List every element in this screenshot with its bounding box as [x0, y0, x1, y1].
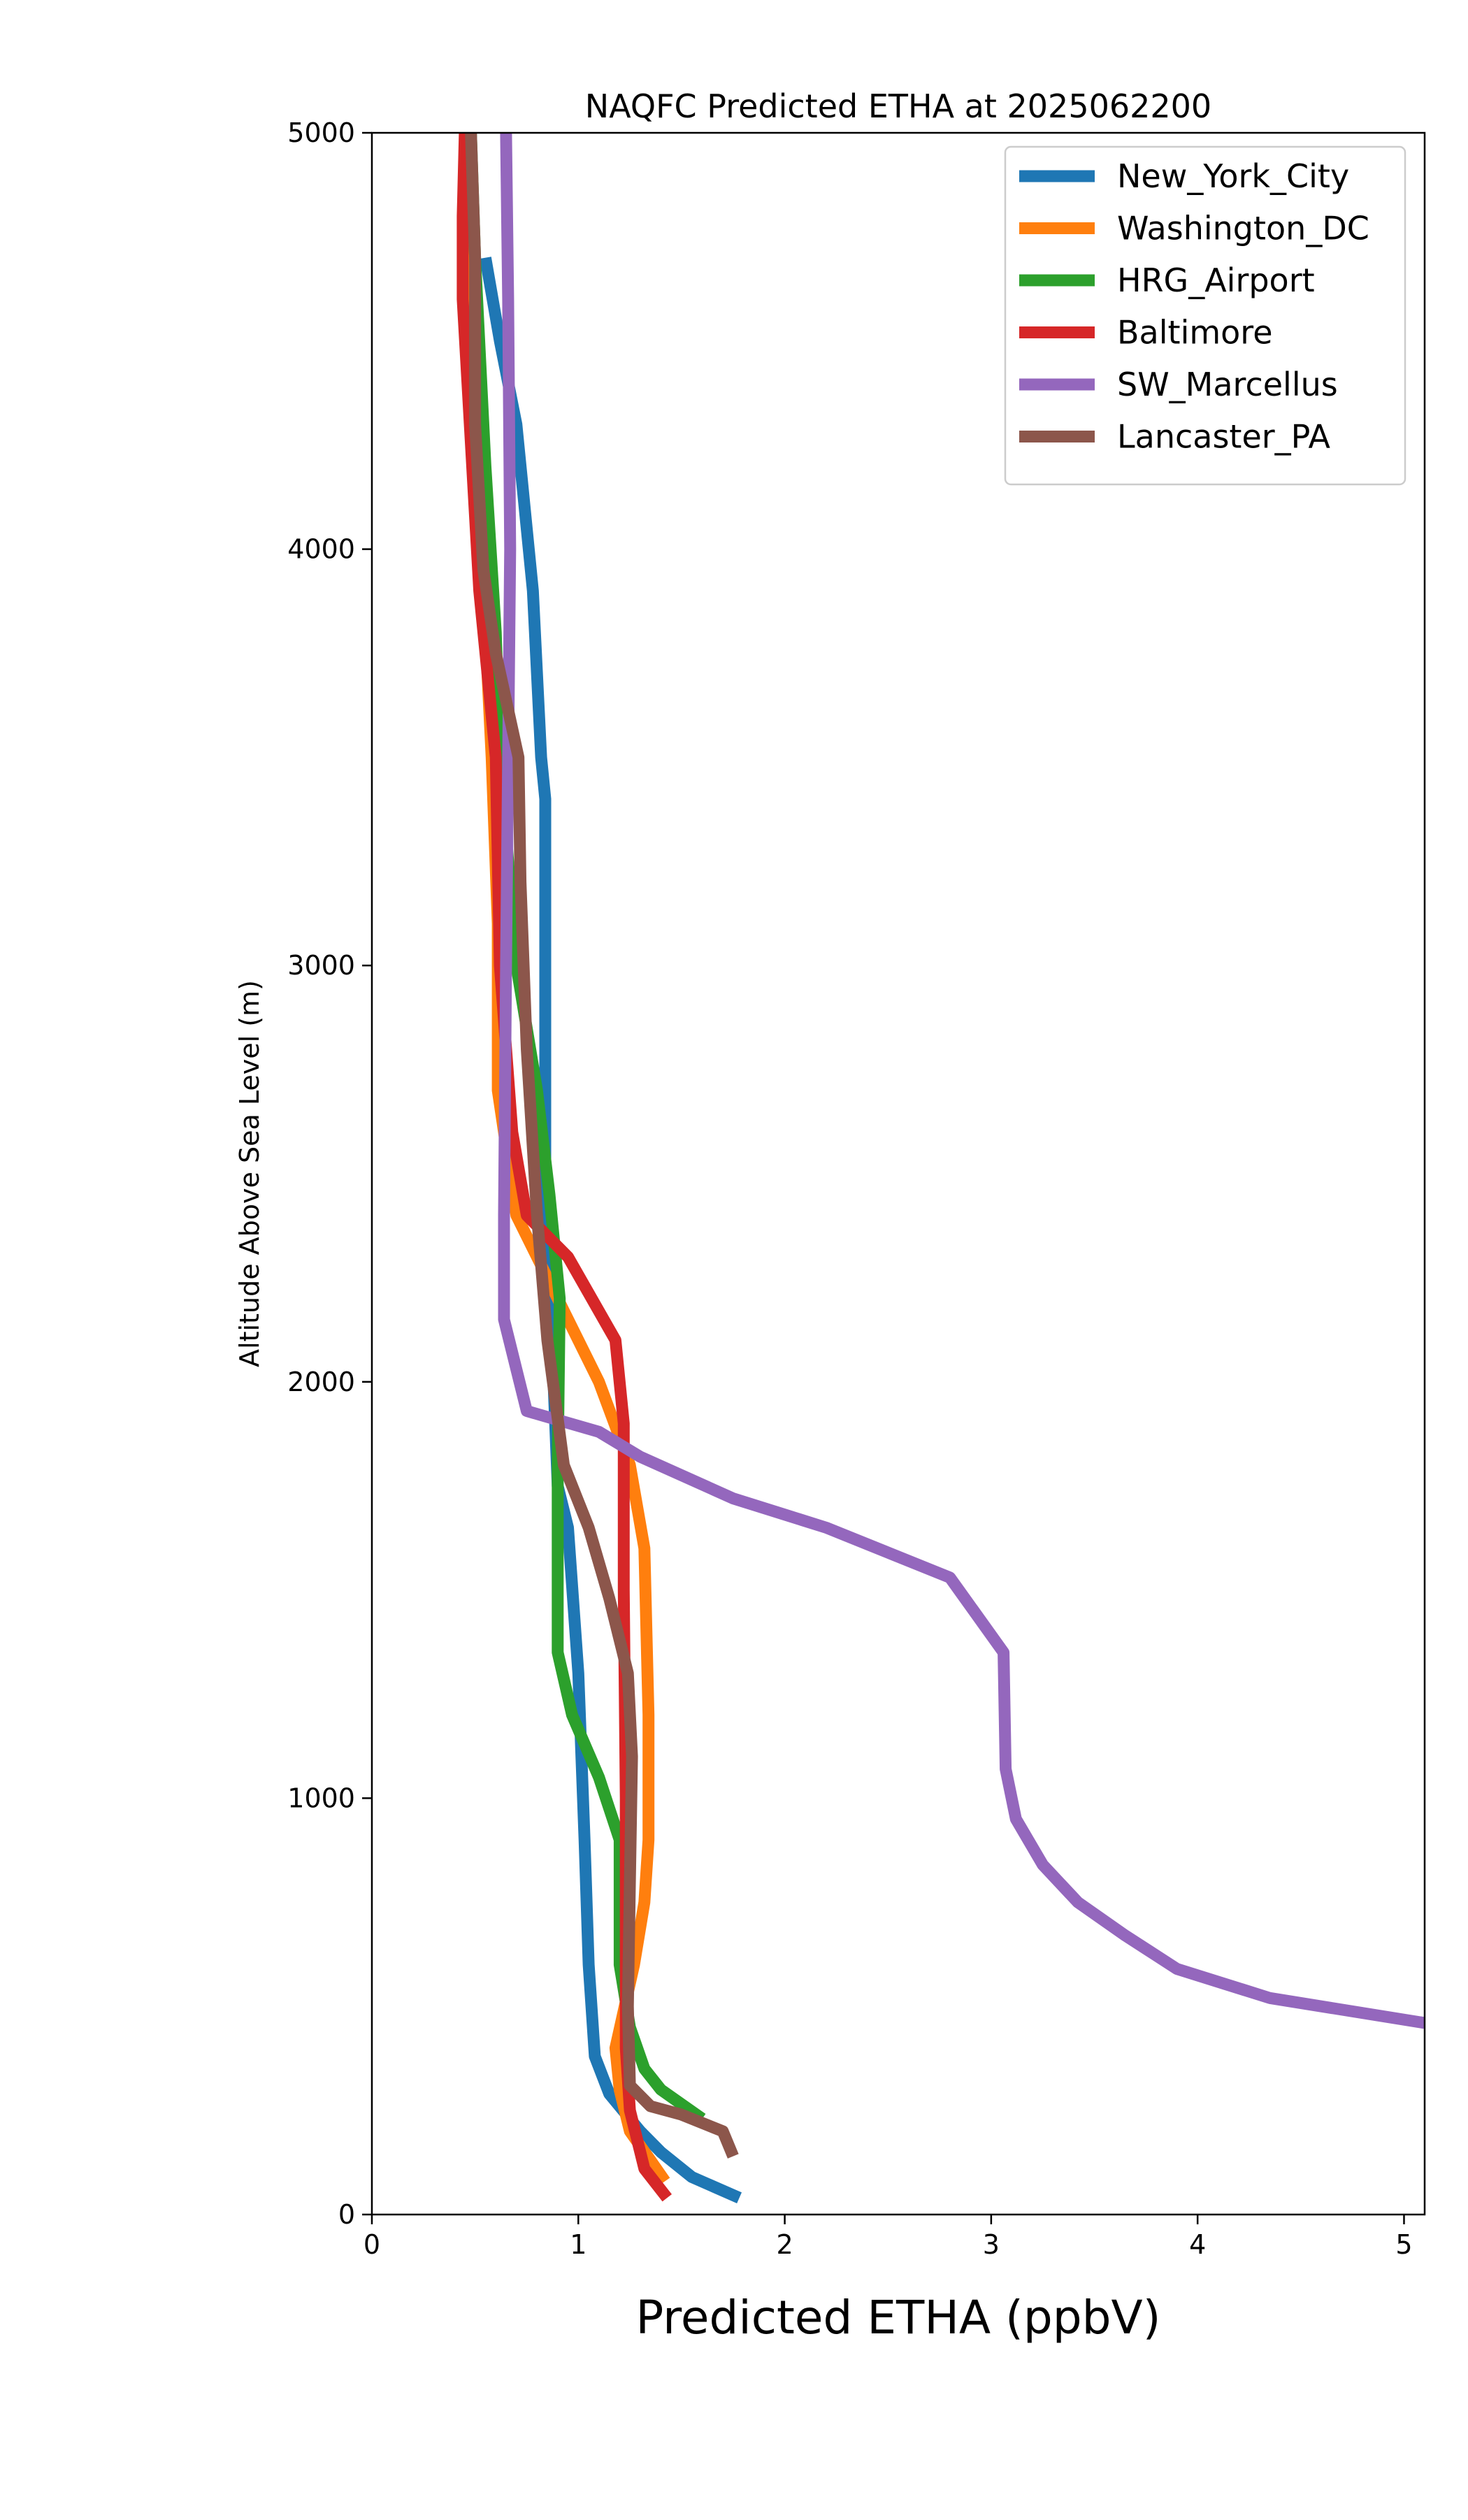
legend-box [1004, 145, 1406, 486]
y-tick-label: 3000 [287, 950, 355, 981]
y-tick-label: 4000 [287, 534, 355, 565]
y-tick-label: 2000 [287, 1367, 355, 1397]
y-tick-label: 1000 [287, 1783, 355, 1813]
plot-frame [370, 131, 1426, 2216]
y-tick-label: 5000 [287, 117, 355, 148]
x-tick-label: 5 [1395, 2229, 1412, 2260]
x-tick-label: 1 [570, 2229, 587, 2260]
chart-title: NAQFC Predicted ETHA at 2025062200 [585, 87, 1211, 125]
y-axis-label: Altitude Above Sea Level (m) [234, 980, 265, 1367]
legend-label-washington-dc: Washington_DC [1117, 210, 1369, 247]
legend-label-baltimore: Baltimore [1117, 314, 1273, 352]
x-tick-label: 4 [1189, 2229, 1206, 2260]
y-tick-label: 0 [338, 2199, 355, 2230]
x-tick-label: 0 [364, 2229, 380, 2260]
legend-label-lancaster-pa: Lancaster_PA [1117, 418, 1330, 456]
x-axis-label: Predicted ETHA (ppbV) [636, 2291, 1161, 2345]
legend: New_York_City Washington_DC HRG_Airport Bal… [1004, 145, 1406, 486]
legend-label-new-york-city: New_York_City [1117, 157, 1349, 195]
series-line-sw-marcellus [498, 133, 1425, 2029]
x-tick-label: 2 [776, 2229, 793, 2260]
series-line-lancaster-pa [465, 133, 739, 2159]
x-tick-label: 3 [983, 2229, 1000, 2260]
legend-label-hrg-airport: HRG_Airport [1117, 261, 1315, 299]
legend-label-sw-marcellus: SW_Marcellus [1117, 366, 1338, 403]
